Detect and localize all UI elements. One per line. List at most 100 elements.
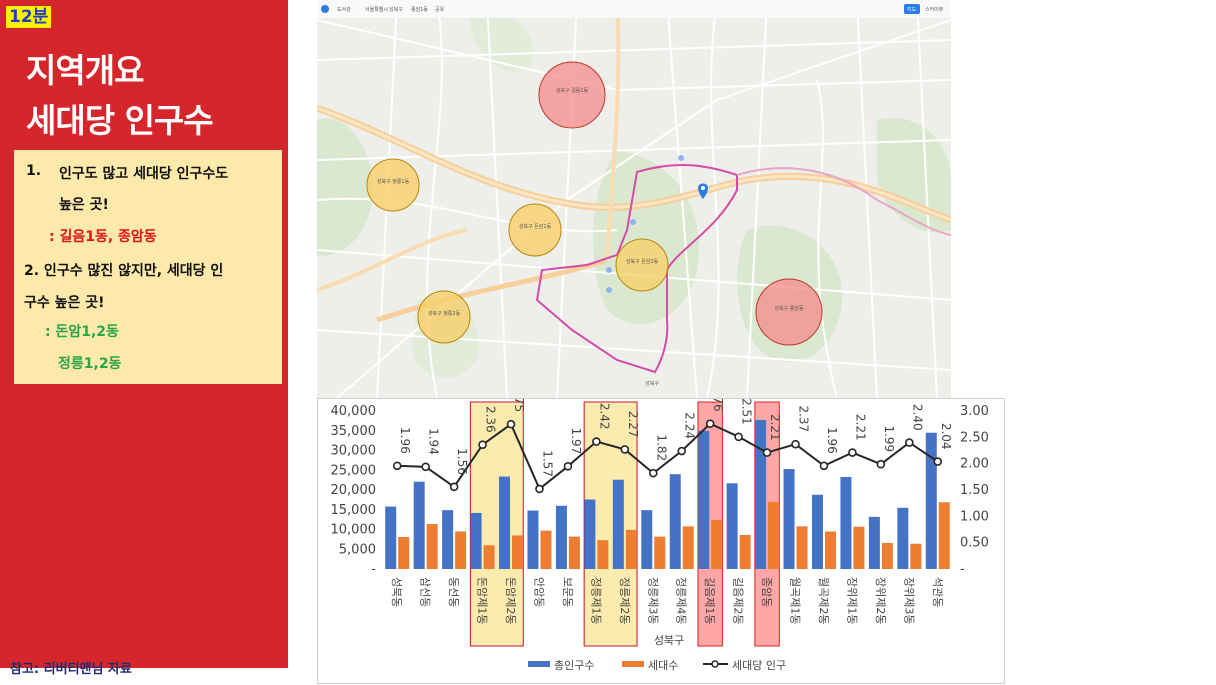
ratio-data-label: 1.57 [540, 450, 554, 477]
ratio-point [819, 461, 829, 471]
ratio-point [734, 432, 743, 442]
bar-population [868, 516, 880, 569]
ratio-data-label: 1.94 [427, 428, 441, 455]
category-label: 정릉제3동 [646, 577, 659, 624]
legend-label: 총인구수 [554, 659, 594, 672]
left-axis-tick-label: 10,000 [331, 523, 377, 538]
bar-population [385, 506, 397, 569]
map-toolbar-items[interactable]: 도서관 서울특별시 성북구 종암1동 공유 지도 스카이뷰 [321, 4, 944, 14]
note-1-text: 인구도 많고 세대당 인구수도 [59, 166, 229, 182]
right-axis-tick-label: 2.50 [960, 430, 989, 445]
ratio-point [421, 462, 430, 472]
bar-households [682, 526, 694, 569]
bar-population [726, 483, 738, 569]
ratio-data-label: 2.37 [797, 405, 811, 432]
ratio-data-label: 2.21 [768, 414, 782, 441]
bar-population [612, 479, 624, 569]
bar-population [527, 510, 539, 569]
region-label: 성북구 정릉1동 [377, 178, 410, 185]
right-axis-tick-label: 0.50 [960, 536, 989, 551]
region-marker-jongam[interactable] [755, 278, 823, 346]
bar-population [442, 510, 454, 569]
ratio-point [535, 484, 544, 494]
category-label: 동선동 [447, 577, 460, 607]
ratio-point [677, 446, 687, 456]
legend-swatch-households [622, 661, 644, 667]
bar-households [711, 520, 723, 569]
toolbar-skyview-button: 스카이뷰 [925, 6, 944, 13]
park-area [593, 150, 699, 325]
bar-households [512, 535, 524, 569]
note-2-highlight-1: : 돈암1,2동 [45, 324, 119, 340]
region-marker-gireum1[interactable] [538, 61, 606, 129]
ratio-point [478, 440, 487, 450]
right-axis-tick-label: 1.50 [960, 483, 989, 498]
region-marker-donam1[interactable] [508, 203, 562, 257]
ratio-point [648, 468, 658, 478]
legend-label: 세대당 인구 [732, 659, 786, 672]
region-marker-jeongneung2[interactable] [417, 290, 471, 344]
category-label: 길음제2동 [732, 577, 745, 624]
chart-canvas: - 5,000 10,000 15,000 20,000 25,000 30,000 35,0… [331, 399, 989, 672]
category-label: 종암동 [760, 577, 773, 607]
map-view[interactable]: 성북구 길음1동 성북구 정릉1동 성북구 돈암1동 성북구 돈암2동 성북구 … [317, 0, 951, 398]
category-label: 월곡제2동 [817, 577, 830, 624]
bar-population [669, 474, 681, 569]
map-toolbar [317, 0, 951, 18]
bar-households [739, 535, 751, 569]
bar-population [470, 512, 482, 569]
page-title: 지역개요 [26, 51, 144, 90]
ratio-point [705, 419, 715, 428]
category-label: 안암동 [532, 577, 545, 607]
note-2-highlight-2: 정릉1,2동 [58, 356, 122, 372]
left-axis-tick-label: 20,000 [331, 483, 377, 498]
category-label: 장위제2동 [874, 577, 887, 624]
ratio-data-label: 2.76 [711, 399, 725, 412]
ratio-data-label: 1.99 [882, 425, 896, 452]
bar-population [698, 430, 710, 569]
ratio-point [449, 482, 459, 492]
ratio-data-label: 1.56 [455, 448, 469, 475]
ratio-data-label: 1.82 [654, 434, 668, 461]
bar-households [796, 526, 808, 569]
map-pin-icon[interactable] [606, 155, 684, 293]
left-axis-tick-label: 35,000 [331, 424, 377, 439]
region-label: 성북구 돈암1동 [519, 223, 552, 230]
toolbar-map-button: 지도 [907, 6, 917, 13]
category-label: 장위제1동 [845, 577, 858, 624]
region-marker-donam2[interactable] [615, 238, 669, 292]
ratio-point [392, 461, 402, 471]
ratio-data-label: 1.97 [569, 428, 583, 455]
region-marker-jeongneung1[interactable] [366, 158, 420, 212]
category-label: 돈암제2동 [504, 577, 517, 624]
reference-note: 참고: 리버티맨님 자료 [10, 662, 132, 677]
bar-households [910, 543, 922, 569]
right-axis-tick-label: 3.00 [960, 404, 989, 419]
ratio-data-label: 2.40 [910, 404, 924, 431]
ratio-point [848, 448, 857, 457]
ratio-point [506, 419, 516, 429]
x-axis-label: 성북구 [654, 634, 684, 647]
bar-population [641, 510, 653, 569]
bar-population [897, 507, 909, 569]
bar-households [455, 531, 467, 569]
toolbar-item: 서울특별시 [365, 6, 388, 13]
road [317, 228, 468, 292]
category-label: 석관동 [931, 577, 944, 607]
district-boundary [535, 164, 738, 374]
note-1-highlight: : 길음1동, 종암동 [49, 229, 157, 245]
map-pin-icon[interactable] [698, 183, 708, 200]
note-1-number: 1. [26, 163, 42, 179]
category-label: 돈암제1동 [476, 577, 489, 624]
category-label: 정릉제4동 [675, 577, 688, 624]
bar-households [938, 502, 950, 569]
bar-households [426, 523, 438, 569]
road [376, 257, 608, 323]
category-label: 정릉제2동 [618, 577, 631, 624]
left-axis-tick-label: 40,000 [331, 404, 377, 419]
bar-population [925, 432, 937, 569]
region-label: 성북구 종암동 [774, 305, 804, 312]
legend-marker-ratio [711, 660, 719, 668]
region-labels: 성북구 길음1동 성북구 정릉1동 성북구 돈암1동 성북구 돈암2동 성북구 … [377, 87, 804, 387]
bar-households [568, 536, 580, 569]
